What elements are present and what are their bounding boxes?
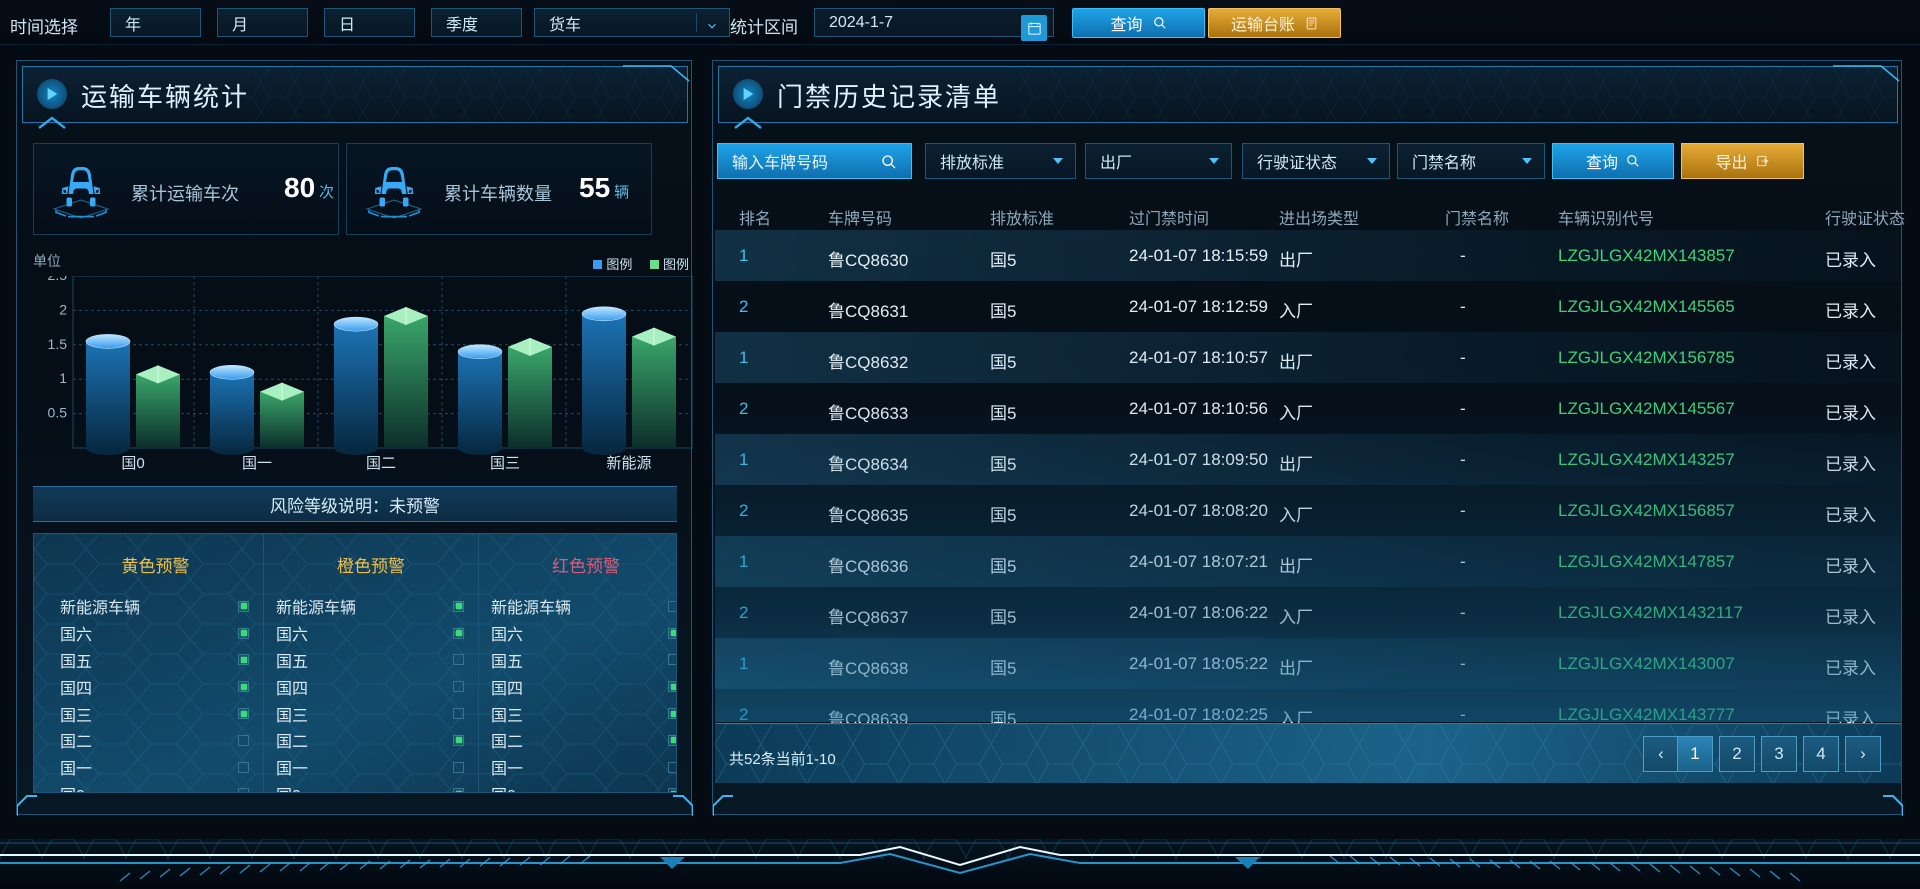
svg-text:2.5: 2.5 <box>48 276 68 283</box>
svg-text:国一: 国一 <box>242 455 272 472</box>
svg-text:2: 2 <box>59 301 67 317</box>
svg-text:国0: 国0 <box>121 455 144 472</box>
svg-text:1.5: 1.5 <box>48 336 68 352</box>
svg-text:新能源: 新能源 <box>606 455 651 472</box>
svg-text:1: 1 <box>59 370 67 386</box>
svg-text:国三: 国三 <box>490 455 520 472</box>
svg-text:国二: 国二 <box>366 455 396 472</box>
svg-text:0.5: 0.5 <box>48 405 68 421</box>
